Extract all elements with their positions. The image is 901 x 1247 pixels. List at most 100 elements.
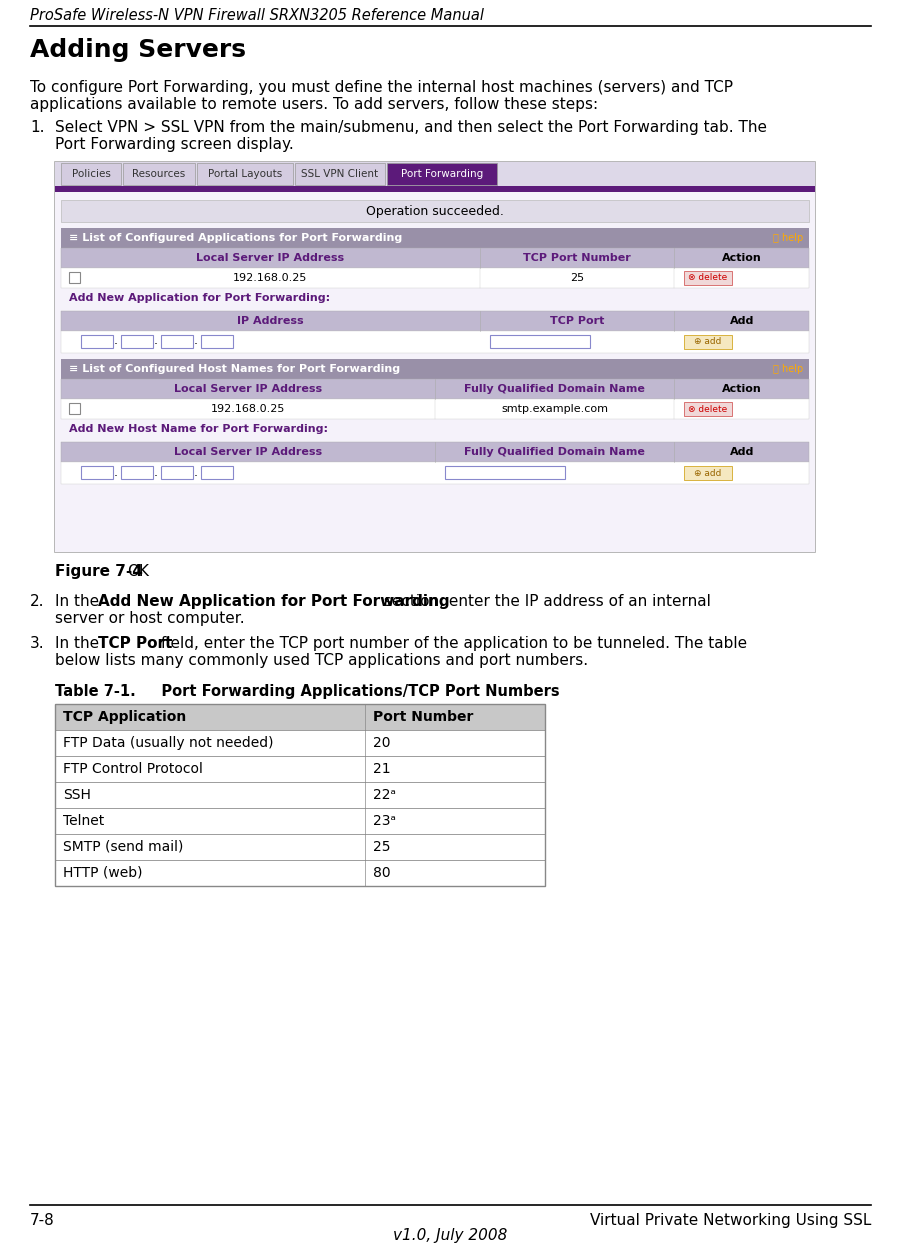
Text: Select VPN > SSL VPN from the main/submenu, and then select the Port Forwarding : Select VPN > SSL VPN from the main/subme… — [55, 120, 767, 135]
Text: SMTP (send mail): SMTP (send mail) — [63, 840, 184, 854]
Text: HTTP (web): HTTP (web) — [63, 865, 142, 880]
Bar — [121, 335, 153, 348]
Bar — [490, 335, 590, 348]
Text: 3.: 3. — [30, 636, 45, 651]
Bar — [61, 200, 809, 222]
Text: Figure 7-4: Figure 7-4 — [55, 564, 143, 579]
Text: .: . — [154, 334, 158, 348]
Bar — [61, 163, 121, 185]
Text: smtp.example.com: smtp.example.com — [501, 404, 608, 414]
Text: ≡ List of Configured Applications for Port Forwarding: ≡ List of Configured Applications for Po… — [69, 233, 402, 243]
Bar — [161, 335, 193, 348]
Text: .: . — [114, 334, 118, 348]
Bar — [55, 808, 545, 834]
Text: Port Number: Port Number — [373, 710, 473, 725]
Text: ⊕ add: ⊕ add — [694, 338, 722, 347]
Text: Action: Action — [722, 384, 761, 394]
Bar — [61, 330, 809, 353]
Bar — [55, 192, 815, 552]
Text: 1.: 1. — [30, 120, 44, 135]
Bar — [684, 402, 732, 416]
Bar — [55, 729, 545, 756]
Text: Port Forwarding screen display.: Port Forwarding screen display. — [55, 137, 294, 152]
Text: TCP Port: TCP Port — [550, 315, 605, 325]
Text: Add New Application for Port Forwarding:: Add New Application for Port Forwarding: — [69, 293, 330, 303]
Bar — [684, 335, 732, 349]
Bar — [61, 399, 809, 419]
Bar — [55, 834, 545, 860]
Text: server or host computer.: server or host computer. — [55, 611, 245, 626]
Bar — [445, 466, 565, 479]
Text: .: . — [114, 465, 118, 479]
Text: SSL VPN Client: SSL VPN Client — [302, 170, 378, 180]
Bar — [769, 229, 807, 246]
Text: FTP Data (usually not needed): FTP Data (usually not needed) — [63, 736, 274, 749]
Bar — [61, 441, 809, 461]
Bar — [61, 461, 809, 484]
Text: Fully Qualified Domain Name: Fully Qualified Domain Name — [464, 384, 645, 394]
Bar — [55, 162, 815, 186]
Text: below lists many commonly used TCP applications and port numbers.: below lists many commonly used TCP appli… — [55, 653, 588, 668]
Bar — [684, 466, 732, 480]
Text: FTP Control Protocol: FTP Control Protocol — [63, 762, 203, 776]
Text: TCP Port: TCP Port — [98, 636, 172, 651]
Bar — [69, 272, 80, 283]
Text: 192.168.0.25: 192.168.0.25 — [233, 273, 307, 283]
Text: 21: 21 — [373, 762, 391, 776]
Bar — [161, 466, 193, 479]
Text: .: . — [154, 465, 158, 479]
Text: Virtual Private Networking Using SSL: Virtual Private Networking Using SSL — [589, 1213, 871, 1228]
Bar — [55, 756, 545, 782]
Bar — [55, 162, 815, 552]
Text: section, enter the IP address of an internal: section, enter the IP address of an inte… — [378, 594, 711, 609]
Text: Action: Action — [722, 253, 761, 263]
Bar — [61, 379, 809, 399]
Text: .: . — [194, 465, 198, 479]
Bar — [69, 403, 80, 414]
Text: .: . — [194, 334, 198, 348]
Bar — [201, 335, 233, 348]
Text: Add New Host Name for Port Forwarding:: Add New Host Name for Port Forwarding: — [69, 424, 328, 434]
Text: Adding Servers: Adding Servers — [30, 37, 246, 62]
Text: ProSafe Wireless-N VPN Firewall SRXN3205 Reference Manual: ProSafe Wireless-N VPN Firewall SRXN3205… — [30, 7, 484, 22]
Text: Local Server IP Address: Local Server IP Address — [174, 384, 322, 394]
Text: In the: In the — [55, 594, 104, 609]
Bar — [197, 163, 293, 185]
Bar — [55, 705, 545, 887]
Text: To configure Port Forwarding, you must define the internal host machines (server: To configure Port Forwarding, you must d… — [30, 80, 733, 95]
Bar — [684, 271, 732, 286]
Bar — [387, 163, 497, 185]
Text: 7-8: 7-8 — [30, 1213, 55, 1228]
Bar — [55, 782, 545, 808]
Bar — [61, 311, 809, 330]
Text: ❓ help: ❓ help — [773, 233, 803, 243]
Text: TCP Application: TCP Application — [63, 710, 187, 725]
Text: Add: Add — [730, 315, 754, 325]
Text: Resources: Resources — [132, 170, 186, 180]
Text: field, enter the TCP port number of the application to be tunneled. The table: field, enter the TCP port number of the … — [156, 636, 747, 651]
Text: Fully Qualified Domain Name: Fully Qualified Domain Name — [464, 446, 645, 456]
Bar — [123, 163, 195, 185]
Text: OK: OK — [127, 564, 149, 579]
Text: ⊗ delete: ⊗ delete — [688, 404, 727, 414]
Text: 2.: 2. — [30, 594, 44, 609]
Text: In the: In the — [55, 636, 104, 651]
Text: Telnet: Telnet — [63, 814, 105, 828]
Text: ⊗ delete: ⊗ delete — [688, 273, 727, 283]
Bar — [61, 359, 809, 379]
Text: 25: 25 — [373, 840, 390, 854]
Text: 23ᵃ: 23ᵃ — [373, 814, 396, 828]
Bar — [55, 860, 545, 887]
Text: applications available to remote users. To add servers, follow these steps:: applications available to remote users. … — [30, 97, 598, 112]
Bar — [121, 466, 153, 479]
Bar — [201, 466, 233, 479]
Text: Policies: Policies — [71, 170, 111, 180]
Text: Operation succeeded.: Operation succeeded. — [366, 205, 504, 217]
Bar — [55, 705, 545, 729]
Text: 192.168.0.25: 192.168.0.25 — [211, 404, 286, 414]
Text: Table 7-1.     Port Forwarding Applications/TCP Port Numbers: Table 7-1. Port Forwarding Applications/… — [55, 685, 560, 700]
Text: IP Address: IP Address — [237, 315, 304, 325]
Text: 22ᵃ: 22ᵃ — [373, 788, 396, 802]
Text: Port Forwarding: Port Forwarding — [401, 170, 483, 180]
Text: Local Server IP Address: Local Server IP Address — [174, 446, 322, 456]
